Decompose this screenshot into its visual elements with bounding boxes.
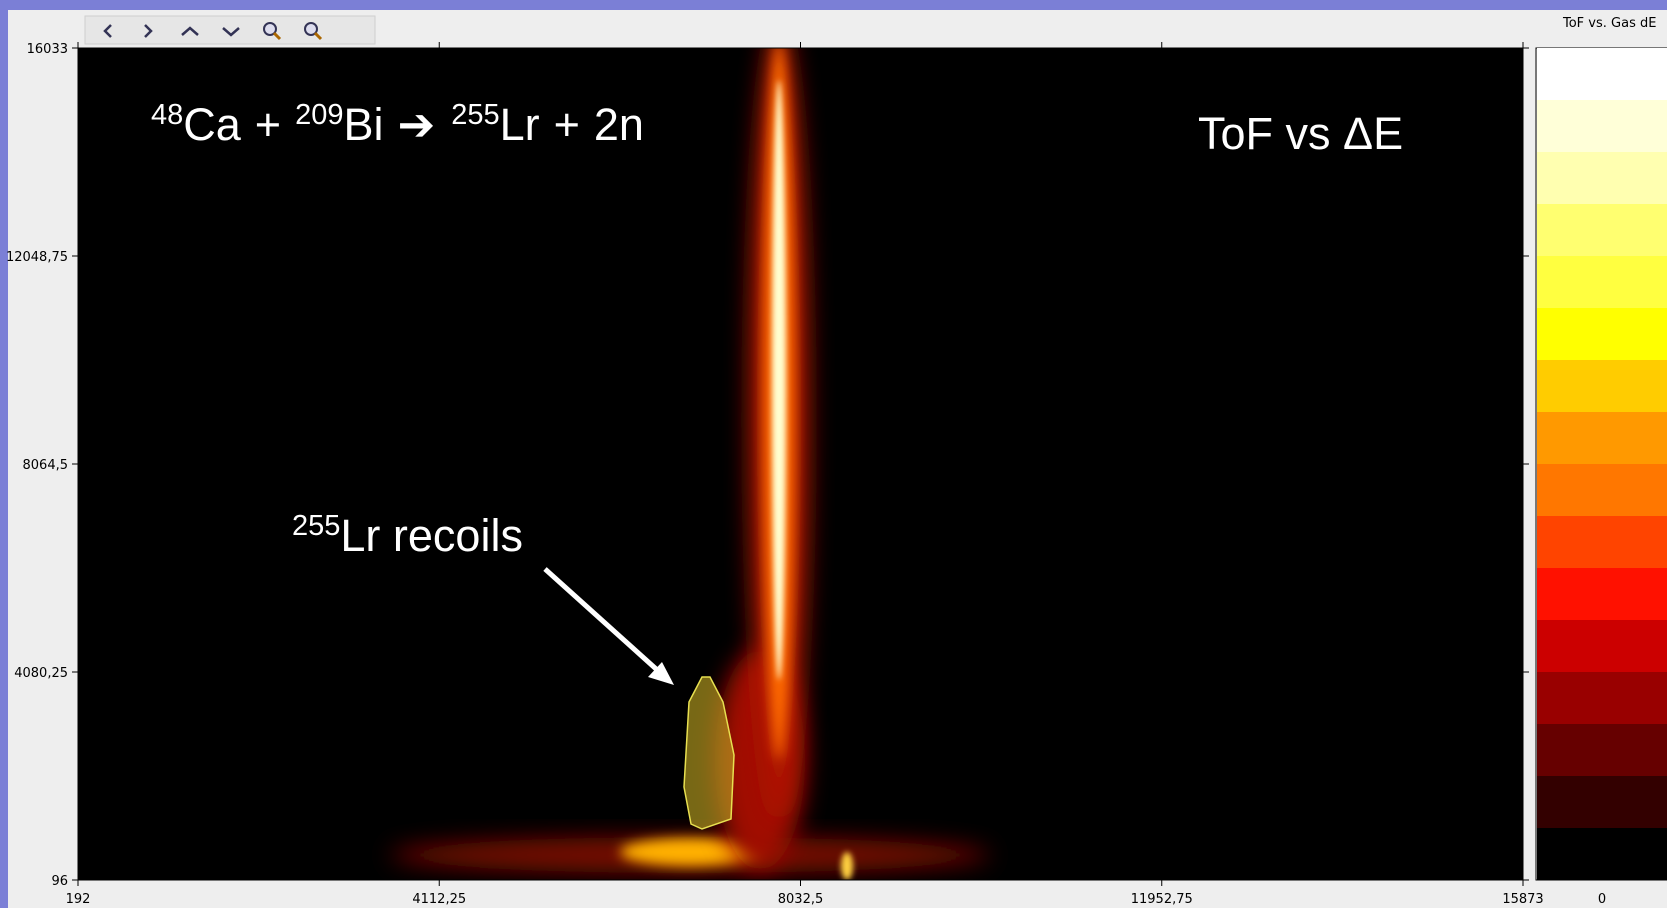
reaction-part: ➔ <box>397 98 435 151</box>
reaction-part: 2n <box>594 99 644 150</box>
colorbar-band <box>1537 412 1667 465</box>
colorbar-band <box>1537 672 1667 725</box>
heat-blob <box>772 80 786 680</box>
colorbar-band <box>1537 256 1667 309</box>
colorbar-band <box>1537 516 1667 569</box>
toolbar <box>85 16 375 44</box>
reaction-part: 48 <box>151 99 183 131</box>
colorbar-band <box>1537 360 1667 413</box>
x-tick-label: 11952,75 <box>1131 892 1193 907</box>
colorbar-band <box>1537 828 1667 881</box>
reaction-part: 255 <box>451 99 499 131</box>
colorbar-band <box>1537 152 1667 205</box>
reaction-part: Lr <box>500 99 540 150</box>
window-left-border <box>0 0 8 908</box>
colorbar-band <box>1537 776 1667 829</box>
reaction-part: + <box>255 99 281 150</box>
colorbar-band <box>1537 464 1667 517</box>
colorbar-band <box>1537 48 1667 101</box>
colorbar-title: ToF vs. Gas dE <box>1562 16 1656 31</box>
window-top-border <box>0 0 1667 10</box>
reaction-part: + <box>554 99 580 150</box>
y-tick-label: 4080,25 <box>14 666 68 681</box>
recoils-superscript: 255 <box>292 510 340 542</box>
heat-blob <box>841 852 853 880</box>
x-tick-label: 15873 <box>1502 892 1543 907</box>
colorbar-band <box>1537 568 1667 621</box>
reaction-part: 209 <box>295 99 343 131</box>
reaction-part: Bi <box>343 99 383 150</box>
colorbar-band <box>1537 308 1667 361</box>
reaction-part: Ca <box>183 99 241 150</box>
page: 48Ca+209Bi➔255Lr+2n 255Lr recoils ToF vs… <box>0 0 1667 908</box>
chart-title: ToF vs ΔE <box>1198 108 1403 159</box>
reaction-annotation: 48Ca +209Bi ➔ 255Lr +2n <box>151 98 644 151</box>
colorbar-band <box>1537 100 1667 153</box>
recoils-text: Lr recoils <box>340 510 523 561</box>
x-tick-label: 192 <box>66 892 91 907</box>
y-tick-label: 16033 <box>27 42 68 57</box>
toolbar-bg <box>85 16 375 44</box>
colorbar-tick-label: 0 <box>1598 892 1606 907</box>
colorbar-band <box>1537 620 1667 673</box>
y-tick-label: 96 <box>51 874 68 889</box>
y-tick-label: 8064,5 <box>23 458 69 473</box>
x-tick-label: 4112,25 <box>412 892 466 907</box>
colorbar-band <box>1537 204 1667 257</box>
x-tick-label: 8032,5 <box>778 892 824 907</box>
app-window: 48Ca+209Bi➔255Lr+2n 255Lr recoils ToF vs… <box>0 0 1667 908</box>
colorbar-band <box>1537 724 1667 777</box>
y-tick-label: 12048,75 <box>6 250 68 265</box>
